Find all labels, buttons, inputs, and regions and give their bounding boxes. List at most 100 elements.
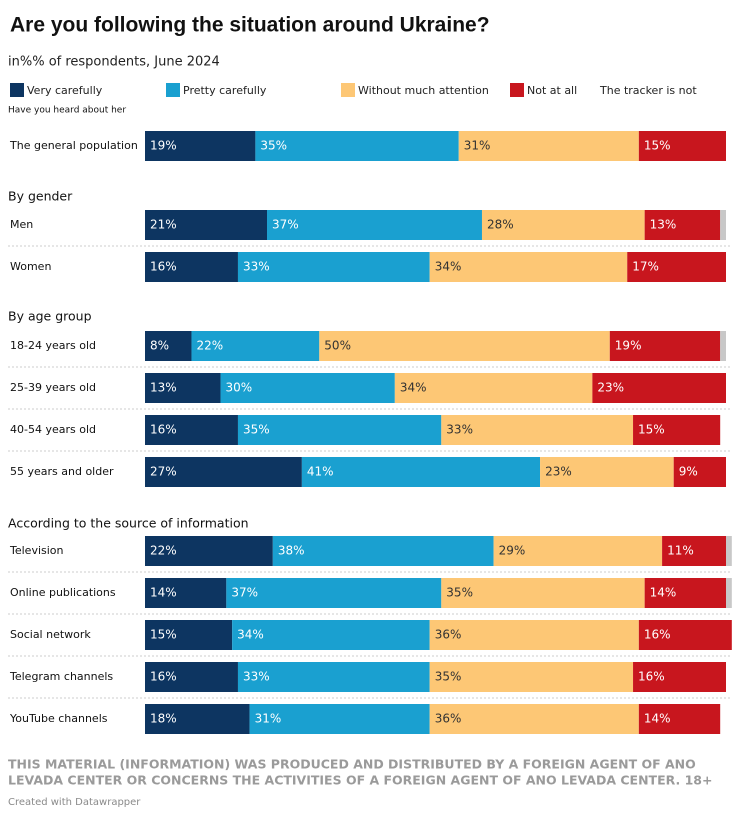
value-label: 35% <box>243 423 270 437</box>
value-label: 21% <box>150 218 177 232</box>
value-label: 41% <box>307 465 334 479</box>
value-label: 13% <box>150 381 177 395</box>
bar-segment <box>319 331 610 361</box>
bar-segment <box>458 131 639 161</box>
value-label: 33% <box>243 670 270 684</box>
bar-segment <box>720 210 726 240</box>
bar-segment <box>145 662 238 692</box>
bar-segment <box>638 704 721 734</box>
value-label: 37% <box>231 586 258 600</box>
value-label: 19% <box>150 139 177 153</box>
value-label: 29% <box>499 544 526 558</box>
value-label: 13% <box>650 218 677 232</box>
category-label: 55 years and older <box>10 465 114 478</box>
footer-line: LEVADA CENTER OR CONCERNS THE ACTIVITIES… <box>8 773 712 788</box>
value-label: 15% <box>644 139 671 153</box>
bar-segment <box>145 536 273 566</box>
legend-label: Pretty carefully <box>183 84 267 97</box>
bar-segment <box>633 662 726 692</box>
bar-segment <box>145 704 250 734</box>
value-label: 16% <box>150 423 177 437</box>
group-label: According to the source of information <box>8 516 249 531</box>
bar-segment <box>145 210 268 240</box>
value-label: 15% <box>150 628 177 642</box>
value-label: 14% <box>644 712 671 726</box>
value-label: 34% <box>400 381 427 395</box>
category-label: Social network <box>10 628 91 641</box>
value-label: 36% <box>435 712 462 726</box>
bar-segment <box>249 704 430 734</box>
bar-segment <box>220 373 395 403</box>
bar-segment <box>145 252 238 282</box>
group-label: By gender <box>8 189 73 204</box>
bar-segment <box>272 536 494 566</box>
chart-title: Are you following the situation around U… <box>10 14 490 37</box>
bar-segment <box>145 373 221 403</box>
bar-segment <box>226 578 442 608</box>
value-label: 23% <box>597 381 624 395</box>
bar-segment <box>644 210 721 240</box>
value-label: 38% <box>278 544 305 558</box>
bar-segment <box>301 457 541 487</box>
value-label: 16% <box>638 670 665 684</box>
value-label: 16% <box>150 260 177 274</box>
bar-segment <box>429 620 639 650</box>
bar-segment <box>429 662 634 692</box>
bar-segment <box>429 252 628 282</box>
value-label: 18% <box>150 712 177 726</box>
value-label: 35% <box>435 670 462 684</box>
category-label: The general population <box>9 139 138 152</box>
value-label: 36% <box>435 628 462 642</box>
legend-swatch <box>166 83 180 97</box>
bar-segment <box>191 331 320 361</box>
value-label: 14% <box>150 586 177 600</box>
bar-segment <box>145 620 233 650</box>
bar-segment <box>441 415 634 445</box>
value-label: 35% <box>260 139 287 153</box>
bar-segment <box>481 210 645 240</box>
bar-segment <box>644 578 726 608</box>
legend-label: The tracker is not <box>599 84 697 97</box>
bar-segment <box>540 457 674 487</box>
bar-segment <box>232 620 430 650</box>
bar-segment <box>394 373 593 403</box>
category-label: 25-39 years old <box>10 381 96 394</box>
bar-segment <box>726 536 732 566</box>
value-label: 27% <box>150 465 177 479</box>
group-label: By age group <box>8 309 92 324</box>
category-label: Telegram channels <box>9 670 113 683</box>
bar-segment <box>673 457 726 487</box>
value-label: 31% <box>255 712 282 726</box>
value-label: 33% <box>243 260 270 274</box>
bar-segment <box>720 331 726 361</box>
bar-segment <box>662 536 726 566</box>
value-label: 50% <box>324 339 351 353</box>
bar-segment <box>493 536 663 566</box>
bar-segment <box>592 373 726 403</box>
value-label: 35% <box>446 586 473 600</box>
bar-segment <box>429 704 639 734</box>
value-label: 14% <box>650 586 677 600</box>
bar-segment <box>441 578 645 608</box>
value-label: 11% <box>667 544 694 558</box>
bar-segment <box>237 252 430 282</box>
bar-segment <box>255 131 459 161</box>
value-label: 23% <box>545 465 572 479</box>
value-label: 16% <box>150 670 177 684</box>
value-label: 22% <box>196 339 223 353</box>
category-label: Online publications <box>10 586 116 599</box>
bar-segment <box>237 662 430 692</box>
category-label: Men <box>10 218 33 231</box>
bar-segment <box>638 131 726 161</box>
bar-segment <box>145 578 227 608</box>
category-label: YouTube channels <box>9 712 108 725</box>
footer-line: THIS MATERIAL (INFORMATION) WAS PRODUCED… <box>8 757 696 772</box>
value-label: 34% <box>237 628 264 642</box>
bar-segment <box>267 210 482 240</box>
category-label: Television <box>9 544 64 557</box>
bar-segment <box>145 457 302 487</box>
category-label: 18-24 years old <box>10 339 96 352</box>
category-label: Women <box>10 260 51 273</box>
bar-segment <box>726 578 732 608</box>
